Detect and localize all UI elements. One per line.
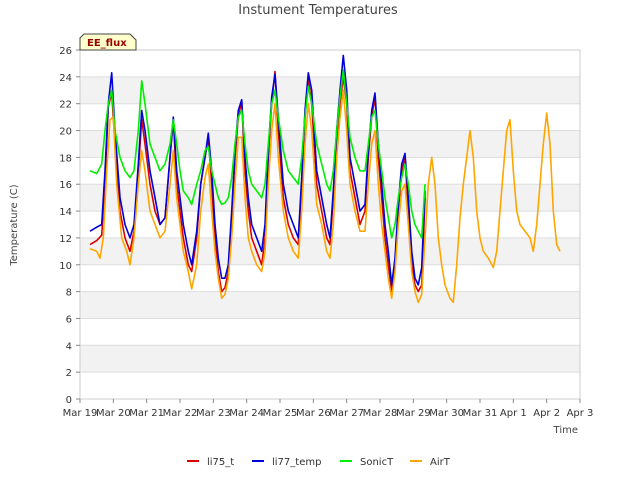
x-tick-label: Mar 27 (329, 408, 364, 419)
y-tick-label: 20 (59, 127, 72, 138)
y-tick-label: 16 (59, 180, 72, 191)
x-tick-label: Mar 19 (63, 408, 98, 419)
y-tick-label: 22 (59, 100, 72, 111)
legend-label: AirT (430, 457, 451, 468)
y-tick-label: 24 (59, 73, 72, 84)
x-tick-label: Mar 28 (363, 408, 398, 419)
plot-band (80, 345, 580, 373)
x-tick-label: Mar 23 (196, 408, 231, 419)
x-tick-label: Mar 30 (429, 408, 464, 419)
y-tick-label: 0 (66, 395, 72, 406)
y-tick-label: 26 (59, 46, 72, 57)
series-line-li77-temp (89, 54, 426, 286)
plot-band (80, 130, 580, 158)
x-tick-label: Mar 20 (96, 408, 131, 419)
x-tick-label: Mar 25 (263, 408, 298, 419)
x-tick-label: Mar 29 (396, 408, 431, 419)
series-line-sonict (89, 69, 426, 239)
series-lines (89, 54, 561, 304)
y-tick-label: 8 (66, 288, 72, 299)
x-tick-label: Apr 1 (500, 408, 527, 419)
legend-label: li75_t (207, 457, 234, 468)
x-tick-label: Apr 2 (533, 408, 560, 419)
y-tick-label: 14 (59, 207, 72, 218)
x-tick-label: Mar 22 (163, 408, 198, 419)
annotation-box: EE_flux (79, 33, 137, 51)
plot-band (80, 291, 580, 319)
series-line-airt (89, 89, 561, 304)
plot-frame (79, 49, 581, 400)
legend-label: li77_temp (272, 457, 321, 468)
y-tick-label: 4 (66, 341, 72, 352)
y-tick-label: 18 (59, 153, 72, 164)
y-axis-label: Temperature (C) (9, 184, 20, 266)
plot-band (80, 76, 580, 104)
x-tick-label: Apr 3 (567, 408, 594, 419)
y-tick-label: 2 (66, 368, 72, 379)
x-axis-label: Time (553, 425, 578, 436)
x-tick-label: Mar 24 (229, 408, 264, 419)
x-tick-label: Mar 26 (296, 408, 331, 419)
legend: li75_t li77_temp SonicT AirT (187, 457, 451, 468)
x-tick-label: Mar 21 (129, 408, 164, 419)
legend-label: SonicT (360, 457, 394, 468)
chart-title: Instument Temperatures (238, 3, 398, 18)
x-tick-label: Mar 31 (463, 408, 498, 419)
y-tick-label: 12 (59, 234, 72, 245)
annotation-text: EE_flux (87, 38, 127, 49)
y-tick-label: 10 (59, 261, 72, 272)
y-tick-label: 6 (66, 314, 72, 325)
